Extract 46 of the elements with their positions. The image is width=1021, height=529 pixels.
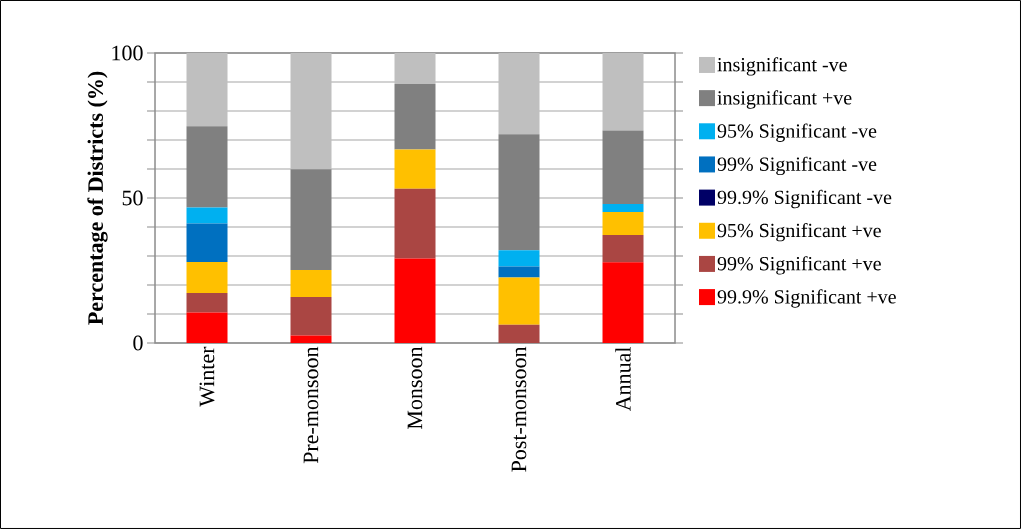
bar: [498, 250, 540, 267]
legend-label: 99.9% Significant -ve: [717, 189, 892, 209]
x-tick-label: Annual: [615, 346, 631, 412]
bar: [290, 296, 332, 336]
bar: [394, 84, 436, 150]
bar: [394, 188, 436, 259]
bar: [602, 262, 644, 343]
x-tick-label: Pre-monsoon: [303, 346, 319, 464]
x-tick-label: Monsoon: [407, 346, 423, 429]
legend-label: 99% Significant +ve: [717, 256, 881, 275]
bar: [186, 126, 228, 208]
legend-label: 95% Significant -ve: [717, 123, 877, 142]
bar: [602, 235, 644, 263]
bar: [394, 52, 436, 85]
bar: [186, 223, 228, 263]
bar: [394, 258, 436, 343]
y-tick-label: 0: [133, 335, 143, 351]
legend-label: 95% Significant +ve: [717, 222, 881, 242]
y-axis-title: Percentage of Districts (%): [87, 71, 108, 325]
bar: [498, 266, 540, 278]
y-tick-label: 50: [122, 190, 143, 206]
bar: [290, 169, 332, 270]
bar: [186, 207, 228, 224]
x-tick-label: Winter: [199, 346, 215, 407]
legend-label: insignificant +ve: [717, 90, 852, 109]
legend-label: 99% Significant -ve: [717, 156, 877, 176]
x-tick-label: Post-monsoon: [511, 346, 527, 472]
bar: [186, 52, 228, 127]
bar: [186, 312, 228, 343]
bar: [394, 149, 436, 189]
bar: [498, 52, 540, 135]
bar: [602, 130, 644, 205]
bar: [498, 324, 540, 343]
bar: [186, 293, 228, 313]
bar: [498, 134, 540, 251]
bar: [602, 204, 644, 212]
bar: [186, 262, 228, 294]
bar: [602, 211, 644, 236]
bar: [290, 52, 332, 170]
legend-label: 99.9% Significant +ve: [717, 289, 896, 308]
y-tick-label: 100: [112, 45, 143, 61]
bar: [498, 277, 540, 325]
bar: [290, 335, 332, 343]
bar: [290, 269, 332, 297]
legend-label: insignificant -ve: [717, 57, 847, 76]
bar: [602, 52, 644, 131]
